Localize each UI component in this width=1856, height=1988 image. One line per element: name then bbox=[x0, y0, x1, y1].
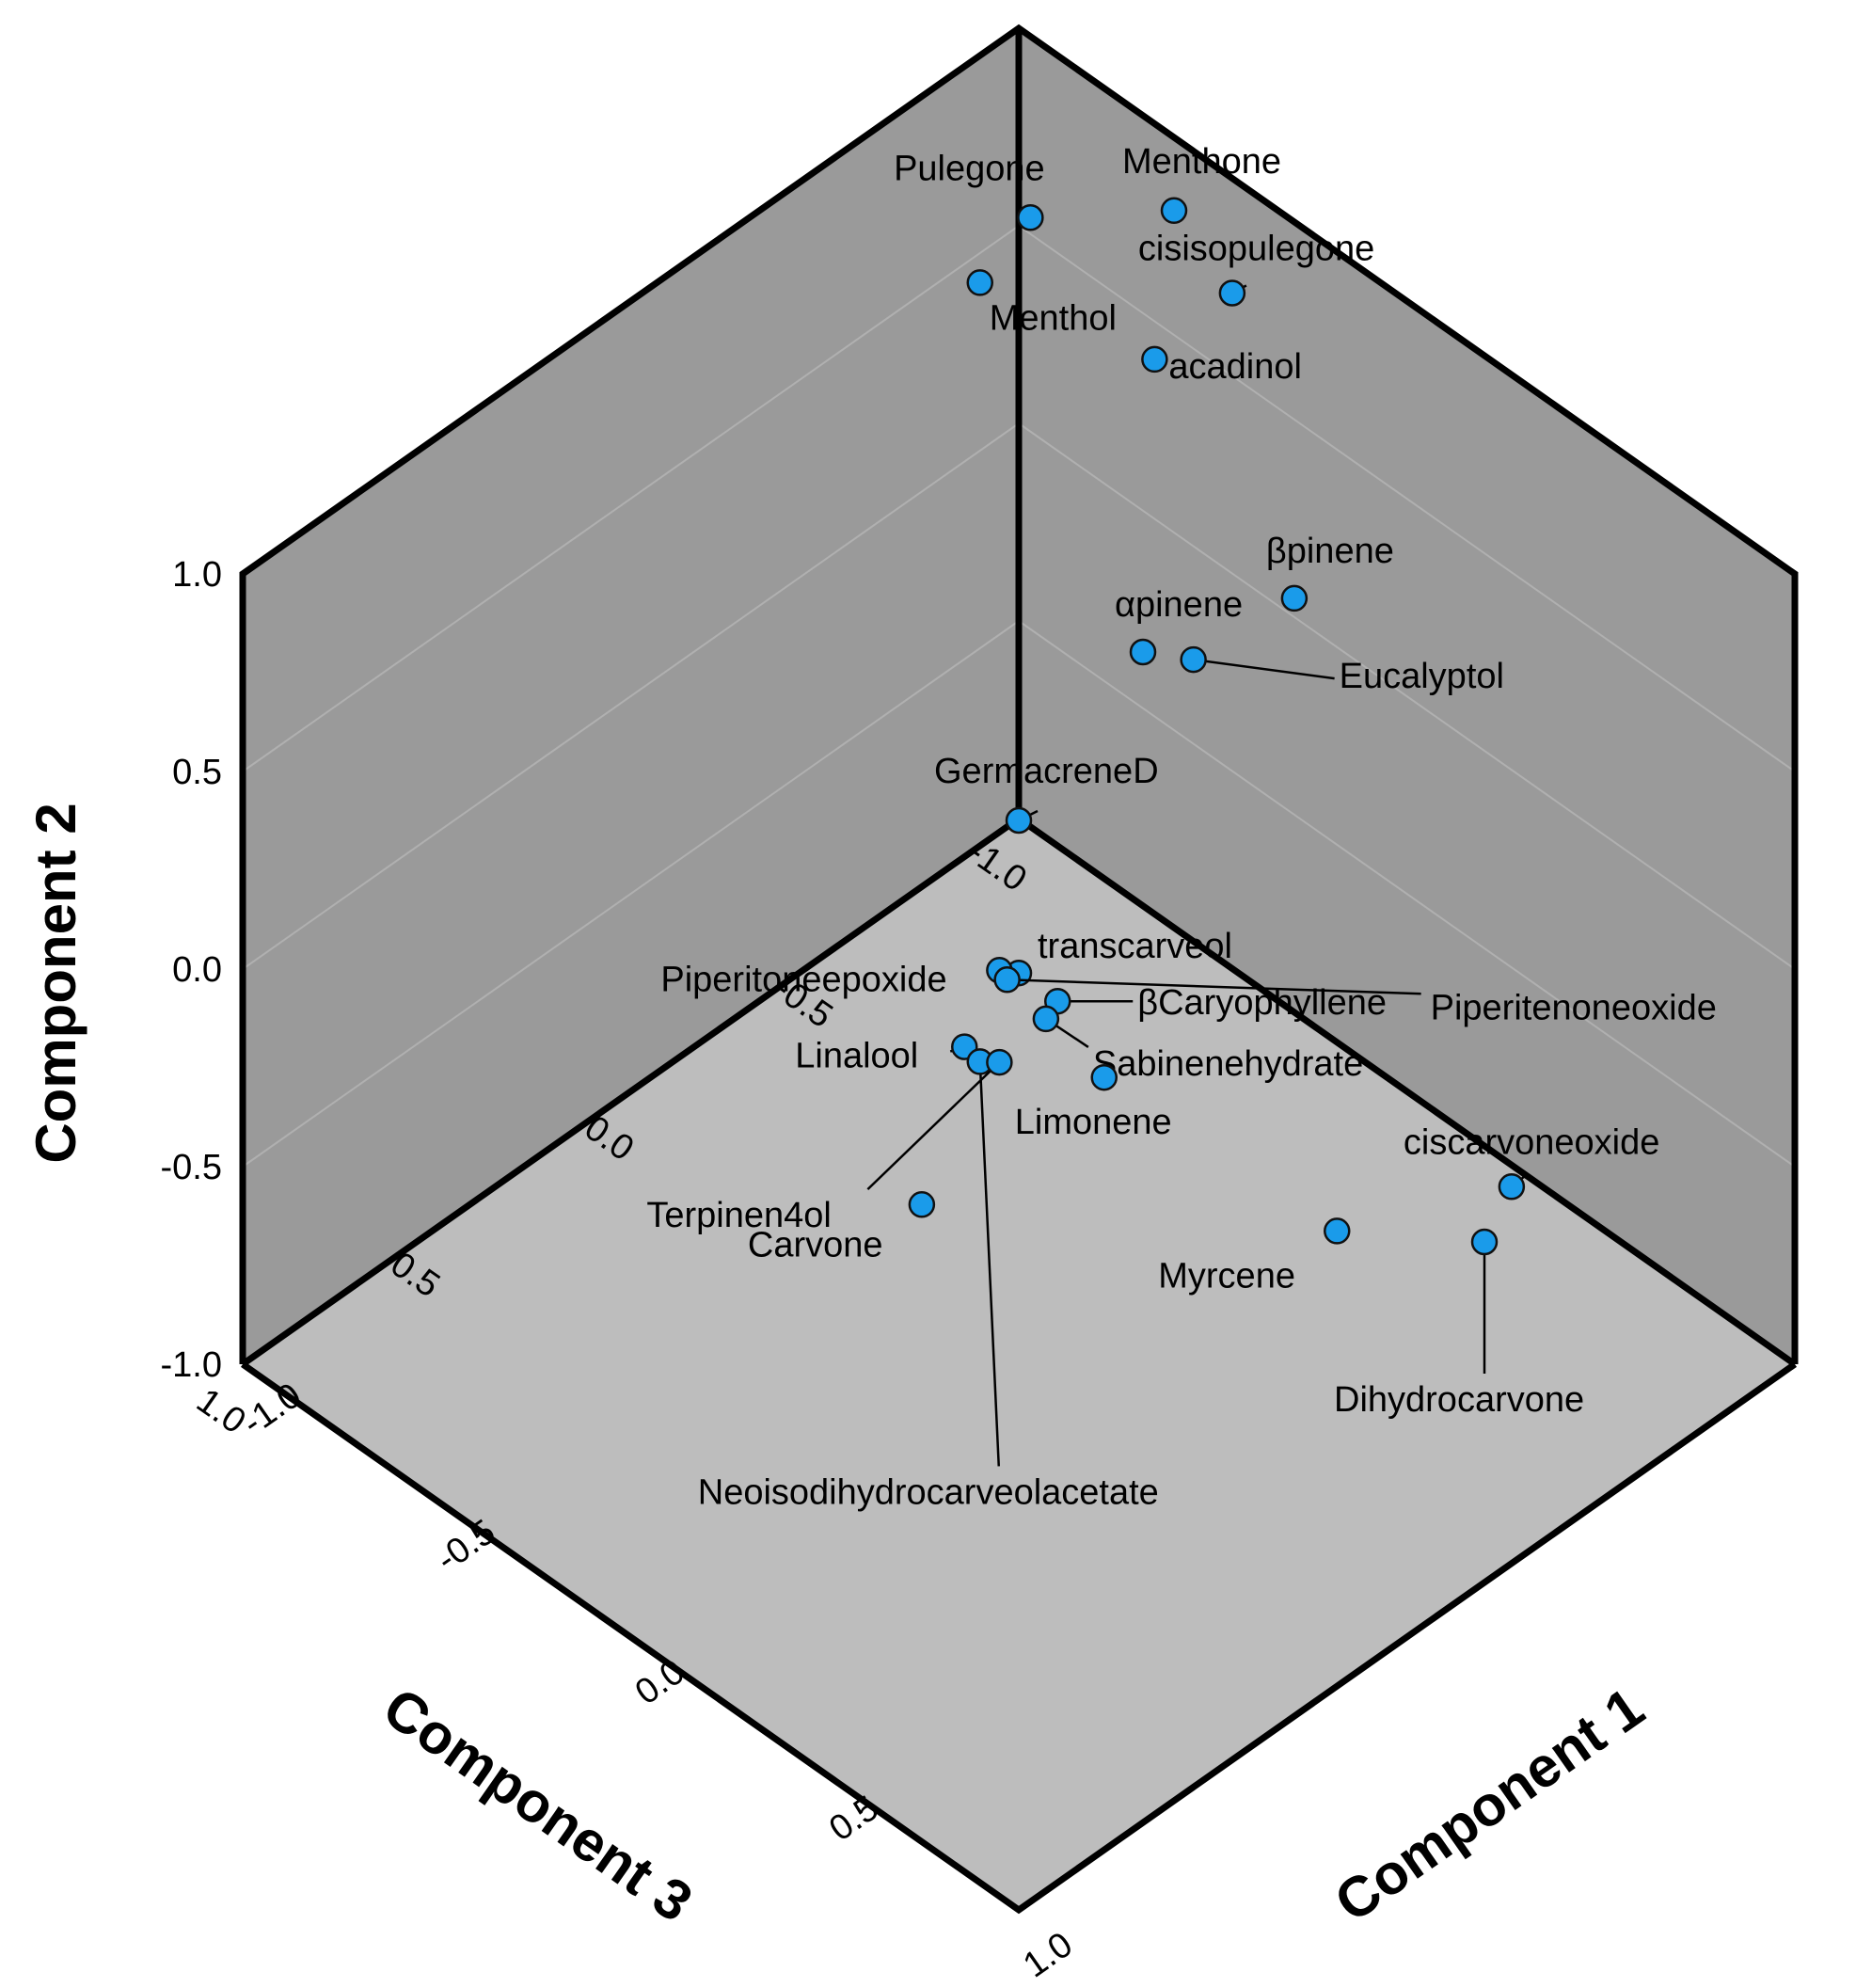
data-point-label: Menthone bbox=[1122, 142, 1281, 182]
data-point bbox=[986, 1048, 1013, 1076]
data-point bbox=[1280, 584, 1309, 612]
data-point-label: Sabinenehydrate bbox=[1093, 1044, 1363, 1084]
component2-tick-label: -0.5 bbox=[161, 1148, 222, 1187]
leader-line bbox=[866, 1061, 1001, 1190]
data-point bbox=[1090, 1063, 1118, 1091]
leader-line bbox=[1193, 658, 1335, 680]
data-point-label: cisisopulegone bbox=[1138, 230, 1374, 269]
data-point-label: Neoisodihydrocarveolacetate bbox=[698, 1472, 1159, 1512]
data-point bbox=[1141, 345, 1168, 374]
data-point-label: Limonene bbox=[1015, 1103, 1172, 1142]
component2-tick-label: 1.0 bbox=[172, 555, 222, 595]
data-point-label: Terpinen4ol bbox=[646, 1196, 831, 1235]
data-point-label: Dihydrocarvone bbox=[1334, 1380, 1584, 1420]
component2-tick-label: -1.0 bbox=[161, 1345, 222, 1385]
data-point-label: βpinene bbox=[1266, 532, 1394, 571]
data-point bbox=[1017, 204, 1044, 231]
component2-tick-label: 0.5 bbox=[172, 753, 222, 792]
data-point-label: ciscarvoneoxide bbox=[1404, 1122, 1659, 1162]
data-point bbox=[1005, 806, 1033, 835]
component3-axis-title: Component 3 bbox=[373, 1676, 704, 1934]
data-point bbox=[1032, 1005, 1060, 1033]
left-wall-gridline bbox=[242, 225, 1020, 772]
data-point bbox=[908, 1191, 936, 1218]
data-point-label: Menthol bbox=[990, 298, 1117, 338]
left-wall-gridline bbox=[242, 620, 1020, 1168]
data-points: Pulegone Menthol Menthone cisisopulegone aca… bbox=[646, 142, 1716, 1513]
component2-axis-title: Component 2 bbox=[24, 803, 87, 1163]
data-point-label: Piperitoneepoxide bbox=[660, 960, 946, 999]
data-point bbox=[1324, 1217, 1351, 1245]
data-point bbox=[1160, 197, 1188, 225]
floor-front-edge bbox=[240, 1361, 1798, 1915]
data-point-label: Carvone bbox=[748, 1225, 883, 1264]
component1-tick-label: 1.0 bbox=[1016, 1925, 1079, 1986]
data-point bbox=[1470, 1228, 1499, 1256]
data-point bbox=[1129, 638, 1157, 666]
leader-line bbox=[1007, 978, 1421, 995]
left-wall-gridline bbox=[242, 422, 1020, 970]
data-point bbox=[1180, 645, 1207, 674]
data-point-label: Pulegone bbox=[894, 149, 1045, 188]
right-wall-gridline bbox=[1018, 225, 1796, 772]
data-point bbox=[966, 269, 993, 296]
data-point bbox=[1218, 279, 1246, 307]
data-point-label: acadinol bbox=[1168, 347, 1302, 387]
data-point-label: Eucalyptol bbox=[1340, 657, 1504, 696]
right-wall-gridline bbox=[1018, 620, 1796, 1168]
data-point-label: αpinene bbox=[1115, 585, 1243, 625]
data-point-label: Myrcene bbox=[1158, 1256, 1295, 1296]
right-wall-gridline bbox=[1018, 422, 1796, 970]
component1-axis-title: Component 1 bbox=[1324, 1676, 1655, 1934]
gridlines bbox=[242, 225, 1796, 1168]
component2-axis-ticks: -1.0 -0.5 0.0 0.5 1.0 bbox=[161, 555, 222, 1385]
data-point bbox=[993, 966, 1021, 994]
component2-tick-label: 0.0 bbox=[172, 950, 222, 990]
data-point-label: Linalool bbox=[795, 1037, 918, 1076]
data-point-label: GermacreneD bbox=[934, 752, 1159, 791]
data-point-label: Piperitenoneoxide bbox=[1431, 988, 1717, 1027]
data-point-label: βCaryophyllene bbox=[1137, 983, 1387, 1023]
data-point bbox=[1498, 1173, 1526, 1201]
leader-line bbox=[978, 1061, 1000, 1467]
data-point-label: transcarveol bbox=[1038, 927, 1232, 966]
